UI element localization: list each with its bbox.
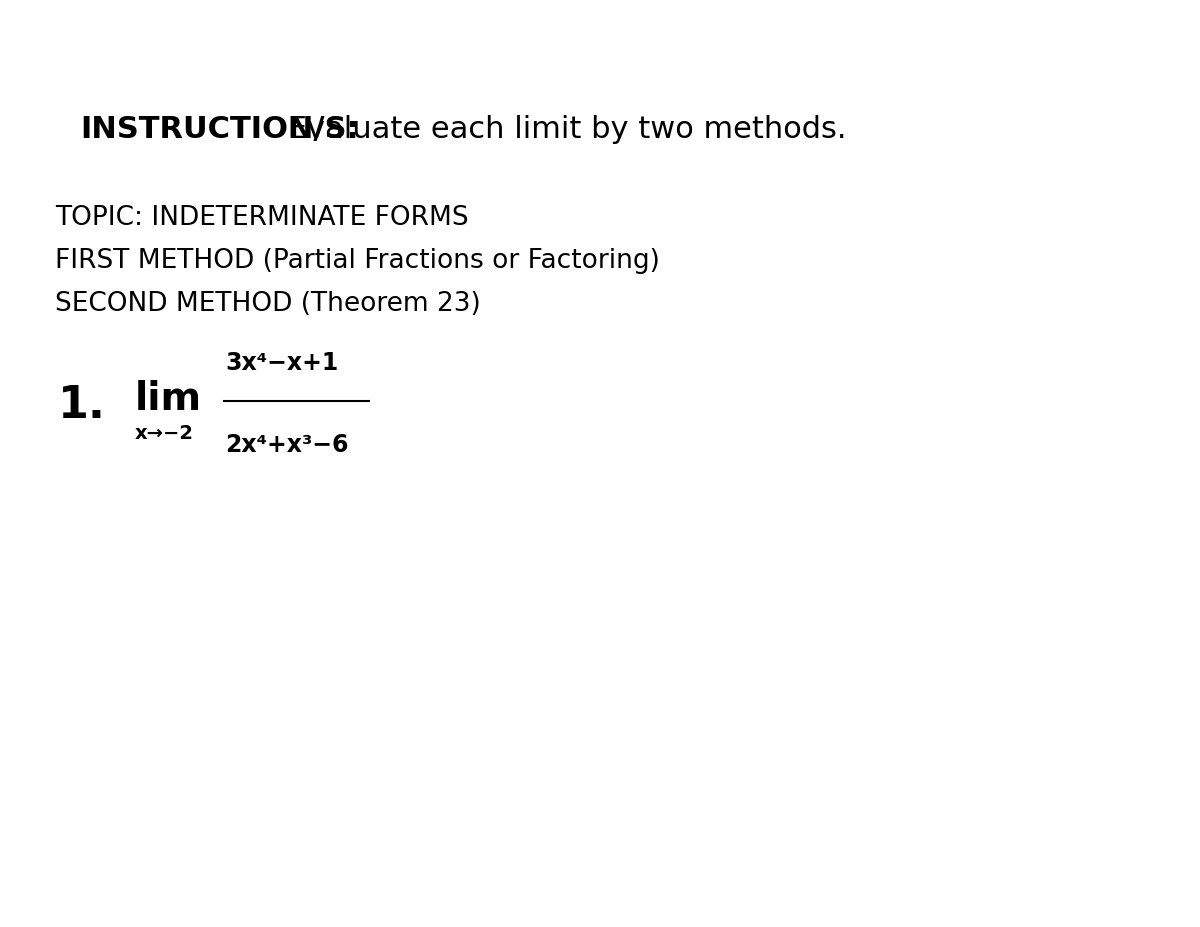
Text: INSTRUCTION/S:: INSTRUCTION/S: — [80, 115, 359, 144]
Text: TOPIC: INDETERMINATE FORMS: TOPIC: INDETERMINATE FORMS — [55, 205, 469, 231]
Text: x→−2: x→−2 — [134, 424, 194, 442]
Text: 2x⁴+x³−6: 2x⁴+x³−6 — [226, 433, 348, 457]
Text: SECOND METHOD (Theorem 23): SECOND METHOD (Theorem 23) — [55, 291, 481, 317]
Text: Evaluate each limit by two methods.: Evaluate each limit by two methods. — [278, 115, 846, 144]
Text: lim: lim — [134, 380, 202, 418]
Text: FIRST METHOD (Partial Fractions or Factoring): FIRST METHOD (Partial Fractions or Facto… — [55, 248, 660, 274]
Text: 1.: 1. — [58, 384, 106, 426]
Text: 3x⁴−x+1: 3x⁴−x+1 — [226, 351, 338, 375]
